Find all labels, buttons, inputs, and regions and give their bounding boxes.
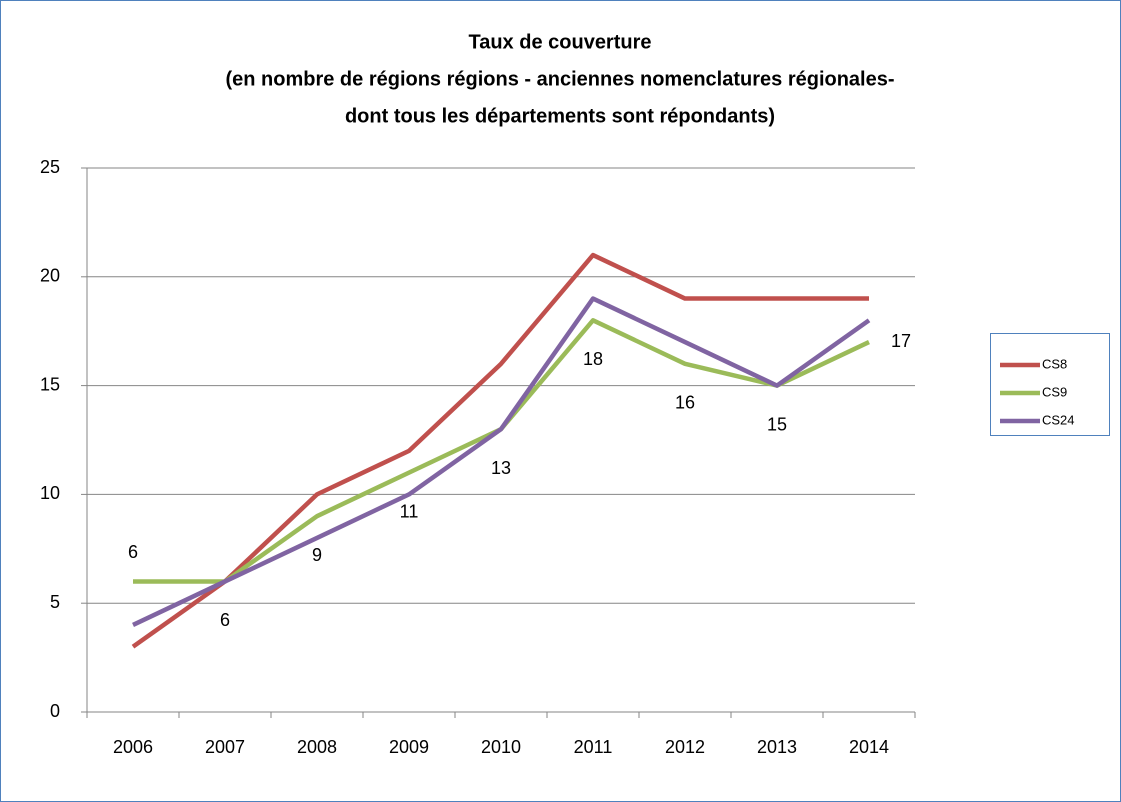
legend-label: CS8	[1042, 356, 1067, 371]
chart-title: dont tous les départements sont répondan…	[345, 105, 775, 127]
y-tick-label: 20	[40, 266, 60, 286]
y-tick-label: 5	[50, 592, 60, 612]
x-tick-label: 2009	[389, 737, 429, 757]
x-tick-label: 2007	[205, 737, 245, 757]
data-label: 13	[491, 458, 511, 478]
y-tick-label: 25	[40, 157, 60, 177]
y-tick-label: 10	[40, 483, 60, 503]
data-label: 16	[675, 393, 695, 413]
data-label: 18	[583, 349, 603, 369]
legend-label: CS9	[1042, 384, 1067, 399]
x-tick-label: 2013	[757, 737, 797, 757]
series-line	[132, 296, 871, 627]
x-tick-label: 2014	[849, 737, 889, 757]
chart-title: (en nombre de régions régions - ancienne…	[225, 68, 894, 90]
legend-box	[990, 333, 1110, 436]
x-tick-label: 2012	[665, 737, 705, 757]
y-tick-label: 15	[40, 374, 60, 394]
chart-title: Taux de couverture	[468, 31, 651, 53]
data-label: 6	[128, 542, 138, 562]
data-label: 11	[400, 501, 419, 521]
data-label: 15	[767, 414, 787, 434]
data-label: 9	[312, 545, 322, 565]
x-tick-label: 2010	[481, 737, 521, 757]
y-tick-label: 0	[50, 701, 60, 721]
data-label: 17	[891, 331, 911, 351]
x-tick-label: 2011	[574, 737, 613, 757]
x-tick-label: 2006	[113, 737, 153, 757]
data-label: 6	[220, 610, 230, 630]
x-tick-label: 2008	[297, 737, 337, 757]
legend-label: CS24	[1042, 412, 1075, 427]
series-line	[131, 252, 869, 649]
